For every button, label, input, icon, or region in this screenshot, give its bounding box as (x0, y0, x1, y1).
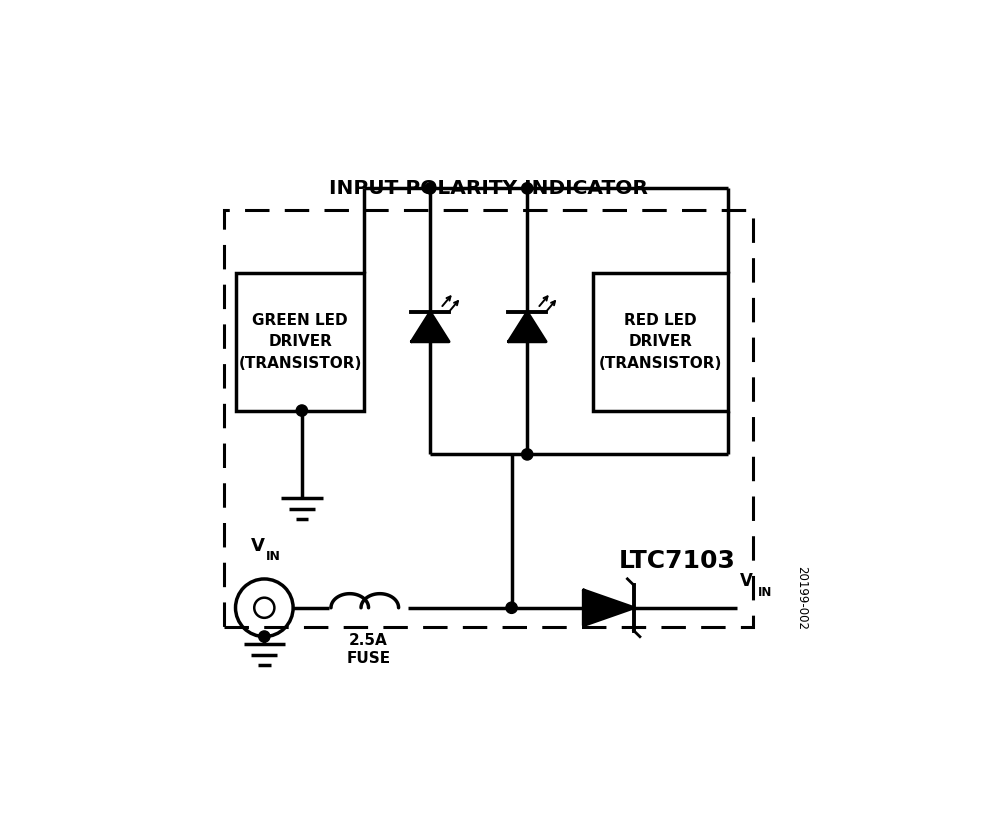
Text: LTC7103: LTC7103 (619, 549, 736, 573)
FancyBboxPatch shape (236, 273, 365, 411)
Circle shape (425, 183, 436, 194)
Text: 20199-002: 20199-002 (796, 567, 809, 630)
Polygon shape (584, 590, 634, 625)
Text: GREEN LED
DRIVER
(TRANSISTOR): GREEN LED DRIVER (TRANSISTOR) (239, 313, 362, 371)
Circle shape (506, 602, 518, 613)
Text: IN: IN (266, 550, 281, 563)
Polygon shape (509, 312, 546, 341)
Circle shape (522, 449, 532, 460)
Circle shape (522, 183, 532, 194)
Text: V: V (740, 572, 753, 590)
Polygon shape (411, 312, 449, 341)
Circle shape (258, 631, 270, 642)
FancyBboxPatch shape (593, 273, 728, 411)
Text: RED LED
DRIVER
(TRANSISTOR): RED LED DRIVER (TRANSISTOR) (599, 313, 722, 371)
Circle shape (296, 405, 308, 416)
Text: IN: IN (757, 586, 772, 599)
Text: INPUT POLARITY INDICATOR: INPUT POLARITY INDICATOR (328, 179, 648, 198)
Text: V: V (250, 537, 264, 555)
Text: 2.5A
FUSE: 2.5A FUSE (346, 633, 390, 667)
